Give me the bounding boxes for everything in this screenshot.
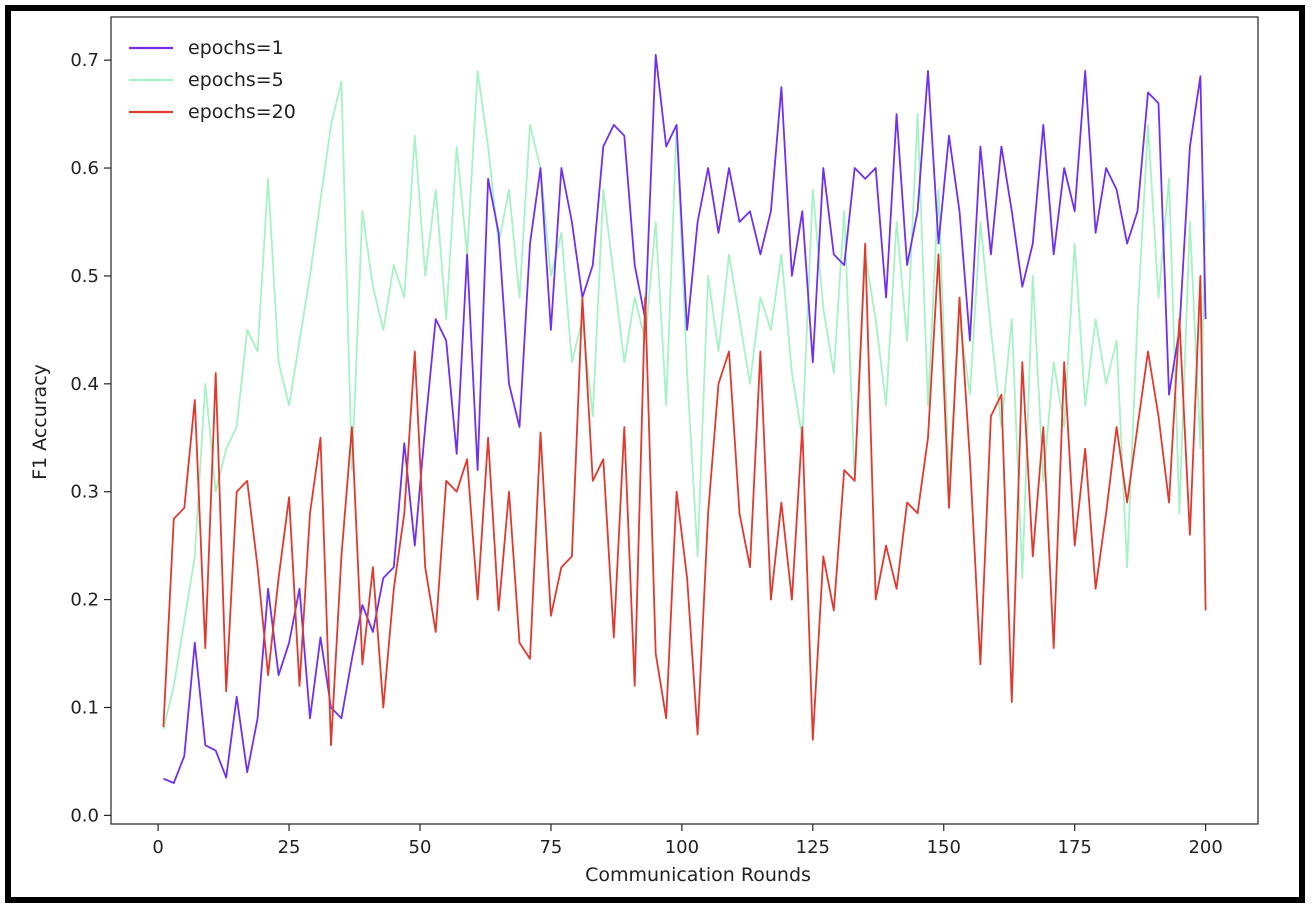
legend: epochs=1 epochs=5 epochs=20 [129, 37, 296, 123]
y-tick-label: 0.1 [70, 697, 99, 718]
legend-label: epochs=1 [188, 37, 284, 59]
legend-label: epochs=5 [188, 69, 284, 91]
y-tick-label: 0.5 [70, 266, 99, 287]
x-tick-label: 25 [278, 837, 301, 858]
y-axis-ticks: 0.0 0.1 0.2 0.3 0.4 0.5 0.6 0.7 [70, 50, 111, 826]
y-axis-title: F1 Accuracy [29, 364, 51, 480]
x-tick-label: 150 [927, 837, 961, 858]
y-tick-label: 0.4 [70, 374, 99, 395]
series-line-epochs-1 [163, 53, 1207, 784]
plot-area [110, 16, 1259, 825]
legend-label: epochs=20 [188, 101, 296, 123]
x-tick-label: 50 [409, 837, 432, 858]
x-tick-label: 125 [796, 837, 830, 858]
series-line-epochs-5 [162, 70, 1207, 730]
x-tick-label: 200 [1188, 837, 1222, 858]
x-tick-label: 100 [665, 837, 699, 858]
series-lines [162, 53, 1207, 784]
series-line-epochs-20 [162, 242, 1207, 747]
x-tick-label: 75 [539, 837, 562, 858]
y-tick-label: 0.6 [70, 158, 99, 179]
x-axis-ticks: 0 25 50 75 100 125 150 175 200 [152, 824, 1223, 858]
y-tick-label: 0.2 [70, 590, 99, 611]
y-tick-label: 0.7 [70, 50, 99, 71]
x-tick-label: 175 [1058, 837, 1092, 858]
x-axis-title: Communication Rounds [585, 864, 811, 886]
y-tick-label: 0.0 [70, 805, 99, 826]
y-tick-label: 0.3 [70, 482, 99, 503]
x-tick-label: 0 [152, 837, 163, 858]
